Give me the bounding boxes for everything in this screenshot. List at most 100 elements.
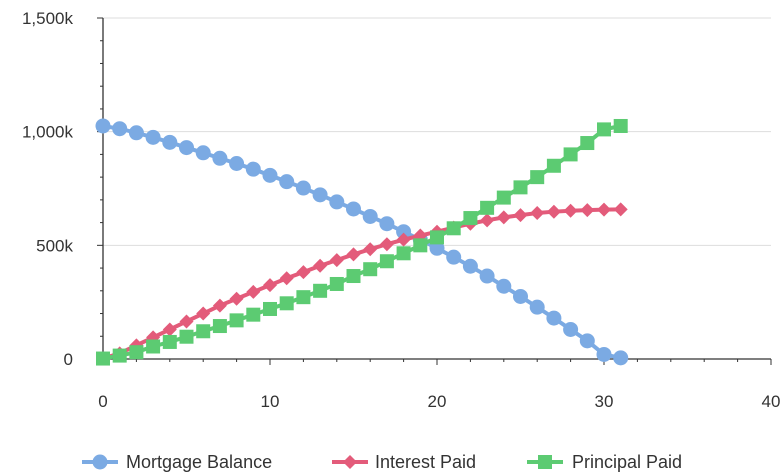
interest-paid-point	[597, 202, 611, 217]
principal-paid-point	[346, 269, 361, 284]
interest-paid-point	[530, 206, 545, 221]
mortgage-balance-point	[128, 125, 144, 141]
principal-paid-point	[263, 301, 277, 316]
interest-paid-point	[229, 291, 244, 306]
interest-paid-point	[346, 247, 361, 262]
grid-lines	[103, 17, 771, 246]
principal-paid-point	[96, 351, 110, 366]
mortgage-balance-point	[362, 208, 378, 224]
x-tick-label: 40	[762, 392, 781, 411]
mortgage-balance-point	[496, 278, 512, 294]
principal-paid-point	[129, 345, 144, 360]
legend-item-mortgage-balance: Mortgage Balance	[82, 452, 272, 472]
principal-paid-point	[446, 221, 461, 236]
mortgage-balance-point	[145, 129, 161, 145]
mortgage-balance-point	[462, 258, 478, 274]
mortgage-balance-point	[563, 321, 579, 337]
y-tick-label: 0	[64, 350, 73, 369]
interest-paid-point	[196, 306, 211, 321]
legend-label: Mortgage Balance	[126, 452, 272, 472]
interest-paid-point	[246, 284, 261, 299]
mortgage-balance-point	[229, 155, 245, 171]
principal-paid-point	[597, 122, 611, 137]
interest-paid-point	[546, 204, 561, 219]
interest-paid-point	[613, 202, 628, 217]
mortgage-balance-point	[579, 333, 595, 349]
legend-swatch-marker	[343, 455, 357, 469]
mortgage-balance-point	[195, 145, 211, 161]
principal-paid-point	[563, 147, 578, 162]
principal-paid-point	[196, 324, 211, 339]
principal-paid-point	[229, 313, 244, 328]
interest-paid-point	[580, 203, 595, 218]
principal-paid-point	[162, 334, 177, 349]
interest-paid-point	[396, 232, 411, 247]
mortgage-balance-point	[546, 310, 562, 326]
principal-paid-series	[96, 118, 628, 366]
principal-paid-point	[313, 283, 328, 298]
principal-paid-point	[580, 136, 595, 151]
y-tick-label: 500k	[36, 236, 73, 255]
mortgage-balance-point	[379, 216, 395, 232]
mortgage-balance-point	[513, 288, 528, 304]
mortgage-balance-point	[245, 161, 261, 177]
interest-paid-point	[379, 237, 394, 252]
mortgage-balance-point	[529, 299, 545, 315]
mortgage-balance-point	[429, 240, 445, 256]
principal-paid-point	[246, 307, 261, 322]
principal-paid-point	[413, 238, 428, 253]
interest-paid-point	[162, 322, 177, 337]
principal-paid-point	[329, 276, 344, 291]
mortgage-balance-point	[613, 350, 629, 366]
x-tick-label: 20	[428, 392, 447, 411]
legend-label: Interest Paid	[375, 452, 476, 472]
mortgage-balance-point	[295, 180, 311, 196]
mortgage-balance-point	[396, 224, 412, 240]
principal-paid-point	[546, 158, 561, 173]
mortgage-balance-point	[162, 134, 178, 150]
mortgage-balance-point	[329, 194, 345, 210]
y-tick-label: 1,500k	[22, 9, 74, 28]
interest-paid-point	[563, 203, 578, 218]
interest-paid-point	[496, 210, 511, 225]
principal-paid-point	[530, 170, 545, 185]
principal-paid-point	[480, 200, 495, 215]
principal-paid-point	[146, 339, 161, 354]
legend: Mortgage Balance Interest Paid Principal P…	[82, 452, 682, 472]
axes: 0 500k 1,000k 1,500k 0 10 20 30 40	[22, 9, 781, 411]
series-layer	[95, 118, 629, 366]
mortgage-balance-point	[112, 121, 128, 137]
principal-paid-point	[279, 296, 294, 311]
principal-paid-point	[363, 262, 378, 277]
mortgage-balance-point	[346, 201, 361, 217]
mortgage-balance-point	[262, 167, 278, 183]
x-tick-label: 10	[261, 392, 280, 411]
principal-paid-point	[296, 290, 311, 305]
x-tick-label: 0	[98, 392, 107, 411]
mortgage-balance-point	[279, 174, 295, 190]
principal-paid-point	[112, 348, 127, 363]
legend-item-principal-paid: Principal Paid	[527, 452, 682, 472]
mortgage-balance-point	[212, 150, 228, 166]
legend-swatch-marker	[538, 455, 552, 469]
interest-paid-point	[296, 265, 311, 280]
principal-paid-point	[613, 118, 628, 133]
principal-paid-point	[212, 319, 227, 334]
mortgage-balance-point	[312, 187, 328, 203]
y-tick-label: 1,000k	[22, 123, 74, 142]
mortgage-balance-point	[446, 249, 462, 265]
principal-paid-point	[496, 190, 511, 205]
interest-paid-point	[329, 253, 344, 268]
principal-paid-point	[179, 329, 194, 344]
interest-paid-point	[363, 242, 378, 257]
interest-paid-point	[480, 213, 495, 228]
interest-paid-point	[313, 258, 328, 273]
x-tick-label: 30	[595, 392, 614, 411]
mortgage-balance-point	[596, 346, 612, 362]
mortgage-balance-point	[479, 268, 495, 284]
interest-paid-point	[513, 208, 528, 223]
principal-paid-point	[379, 254, 394, 269]
principal-paid-point	[513, 180, 528, 195]
interest-paid-point	[263, 278, 277, 293]
